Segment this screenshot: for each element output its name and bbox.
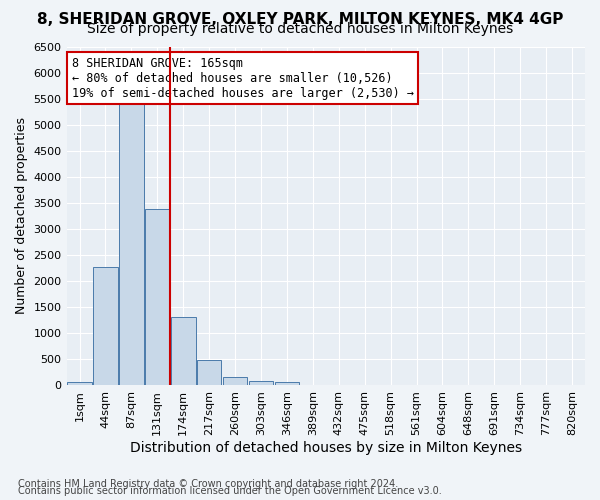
Bar (275, 382, 299, 386)
Bar (248, 381, 273, 386)
Text: Contains HM Land Registry data © Crown copyright and database right 2024.: Contains HM Land Registry data © Crown c… (18, 479, 398, 489)
Bar (197, 360, 221, 386)
Text: 8 SHERIDAN GROVE: 165sqm
← 80% of detached houses are smaller (10,526)
19% of se: 8 SHERIDAN GROVE: 165sqm ← 80% of detach… (72, 56, 414, 100)
Bar (145, 208, 170, 386)
Bar (119, 102, 143, 386)
Text: 8, SHERIDAN GROVE, OXLEY PARK, MILTON KEYNES, MK4 4GP: 8, SHERIDAN GROVE, OXLEY PARK, MILTON KE… (37, 12, 563, 26)
Text: Size of property relative to detached houses in Milton Keynes: Size of property relative to detached ho… (87, 22, 513, 36)
Text: Contains public sector information licensed under the Open Government Licence v3: Contains public sector information licen… (18, 486, 442, 496)
X-axis label: Distribution of detached houses by size in Milton Keynes: Distribution of detached houses by size … (130, 441, 522, 455)
Bar (171, 317, 196, 386)
Bar (93, 266, 118, 386)
Y-axis label: Number of detached properties: Number of detached properties (15, 118, 28, 314)
Bar (223, 377, 247, 386)
Bar (67, 382, 92, 386)
